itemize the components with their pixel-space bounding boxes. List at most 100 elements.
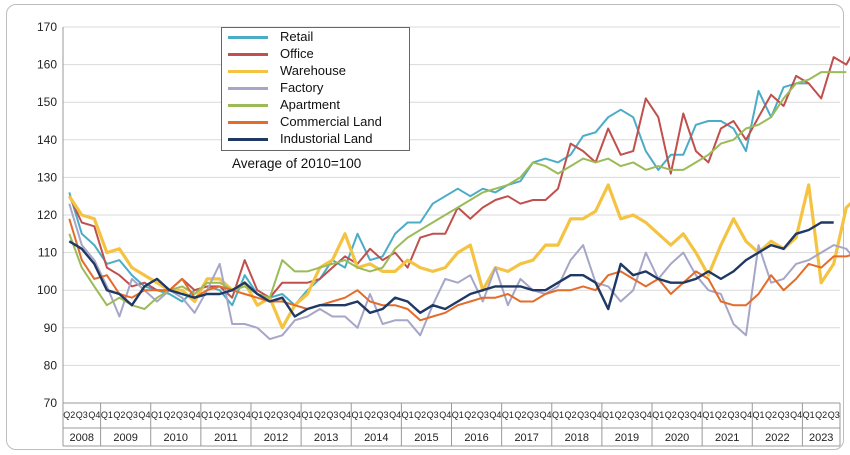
x-tick-label: Q2: [113, 410, 125, 420]
x-tick-label: Q3: [176, 410, 188, 420]
year-label: 2014: [364, 432, 388, 444]
legend-swatch: [228, 138, 268, 141]
x-tick-label: Q2: [264, 410, 276, 420]
x-tick-label: Q4: [138, 410, 150, 420]
series-line-commercial-land: [68, 218, 850, 322]
x-tick-label: Q3: [126, 410, 138, 420]
x-tick-label: Q1: [502, 410, 514, 420]
legend-swatch: [228, 36, 268, 39]
x-tick-label: Q3: [677, 410, 689, 420]
x-tick-label: Q4: [439, 410, 451, 420]
year-label: 2008: [70, 432, 94, 444]
y-tick-label: 150: [37, 95, 57, 109]
x-tick-label: Q3: [828, 410, 840, 420]
x-tick-label: Q4: [289, 410, 301, 420]
year-label: 2013: [314, 432, 338, 444]
y-tick-label: 170: [37, 20, 57, 34]
series-line-apartment: [68, 71, 847, 310]
y-tick-label: 130: [37, 170, 57, 184]
chart-note: Average of 2010=100: [232, 156, 362, 171]
x-tick-label: Q1: [652, 410, 664, 420]
legend-item-industorial-land: Industorial Land: [228, 131, 408, 147]
legend-item-retail: Retail: [228, 29, 408, 45]
x-tick-label: Q4: [489, 410, 501, 420]
year-label: 2011: [214, 432, 238, 444]
x-tick-label: Q2: [464, 410, 476, 420]
legend-label: Factory: [280, 80, 324, 95]
y-tick-label: 160: [37, 58, 57, 72]
x-tick-label: Q1: [753, 410, 765, 420]
legend-label: Office: [280, 46, 314, 61]
year-label: 2017: [514, 432, 538, 444]
x-tick-label: Q1: [702, 410, 714, 420]
y-tick-label: 140: [37, 133, 57, 147]
legend-label: Warehouse: [280, 63, 346, 78]
x-tick-label: Q2: [715, 410, 727, 420]
x-tick-label: Q4: [88, 410, 100, 420]
legend-swatch: [228, 70, 268, 73]
x-tick-label: Q1: [351, 410, 363, 420]
x-tick-label: Q4: [590, 410, 602, 420]
x-tick-label: Q3: [627, 410, 639, 420]
series-line-industorial-land: [68, 221, 834, 318]
legend-item-commercial-land: Commercial Land: [228, 114, 408, 130]
legend-label: Apartment: [280, 97, 340, 112]
x-tick-label: Q1: [101, 410, 113, 420]
x-tick-label: Q1: [151, 410, 163, 420]
x-tick-label: Q2: [815, 410, 827, 420]
y-tick-label: 70: [44, 396, 58, 410]
year-label: 2009: [113, 432, 137, 444]
x-tick-label: Q3: [76, 410, 88, 420]
x-tick-label: Q3: [727, 410, 739, 420]
legend-item-factory: Factory: [228, 80, 408, 96]
x-tick-label: Q2: [414, 410, 426, 420]
x-tick-label: Q4: [239, 410, 251, 420]
x-tick-label: Q2: [514, 410, 526, 420]
x-tick-label: Q3: [226, 410, 238, 420]
x-tick-label: Q4: [339, 410, 351, 420]
x-tick-label: Q2: [214, 410, 226, 420]
legend-item-office: Office: [228, 46, 408, 62]
year-label: 2010: [164, 432, 188, 444]
legend: Retail Office Warehouse Factory Apartment Com…: [221, 27, 410, 151]
x-tick-label: Q3: [427, 410, 439, 420]
year-label: 2015: [414, 432, 438, 444]
x-tick-label: Q4: [189, 410, 201, 420]
y-tick-label: 100: [37, 283, 57, 297]
legend-label: Industorial Land: [280, 131, 373, 146]
year-label: 2018: [565, 432, 589, 444]
series-line-office: [68, 55, 850, 299]
legend-swatch: [228, 104, 268, 107]
y-tick-label: 90: [44, 321, 58, 335]
x-tick-label: Q3: [326, 410, 338, 420]
x-tick-label: Q2: [164, 410, 176, 420]
x-tick-label: Q2: [364, 410, 376, 420]
x-tick-label: Q1: [452, 410, 464, 420]
legend-item-warehouse: Warehouse: [228, 63, 408, 79]
year-label: 2023: [809, 432, 833, 444]
x-tick-label: Q2: [565, 410, 577, 420]
year-label: 2016: [464, 432, 488, 444]
x-tick-label: Q1: [301, 410, 313, 420]
year-label: 2012: [264, 432, 288, 444]
x-tick-label: Q1: [552, 410, 564, 420]
legend-item-apartment: Apartment: [228, 97, 408, 113]
y-tick-label: 110: [38, 246, 57, 260]
x-tick-label: Q3: [276, 410, 288, 420]
x-tick-label: Q2: [665, 410, 677, 420]
x-tick-label: Q1: [201, 410, 213, 420]
x-tick-label: Q4: [640, 410, 652, 420]
year-label: 2022: [765, 432, 789, 444]
x-tick-label: Q2: [765, 410, 777, 420]
x-tick-label: Q2: [63, 410, 75, 420]
x-tick-label: Q2: [314, 410, 326, 420]
series-line-factory: [68, 203, 850, 341]
x-tick-label: Q4: [690, 410, 702, 420]
x-tick-label: Q3: [577, 410, 589, 420]
x-tick-label: Q1: [803, 410, 815, 420]
x-tick-label: Q3: [527, 410, 539, 420]
year-label: 2020: [665, 432, 689, 444]
x-tick-label: Q4: [539, 410, 551, 420]
legend-swatch: [228, 87, 268, 90]
x-tick-label: Q4: [790, 410, 802, 420]
